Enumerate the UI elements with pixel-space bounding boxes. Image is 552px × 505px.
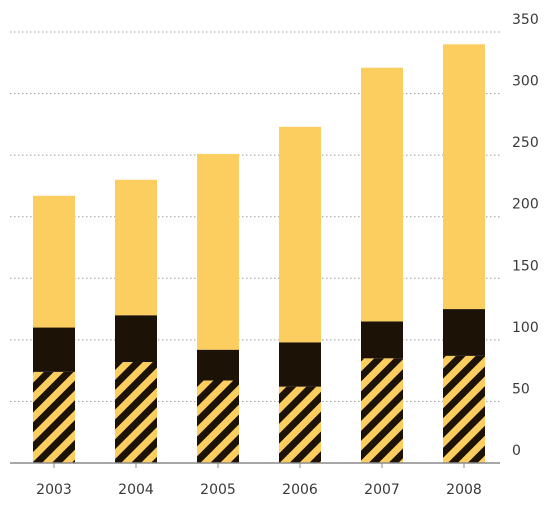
bar-segment <box>443 309 485 356</box>
bar-segment <box>197 349 239 381</box>
x-tick-label: 2007 <box>364 482 400 498</box>
bar-segment <box>361 67 403 322</box>
x-tick-label: 2008 <box>446 482 482 498</box>
bar-segment <box>443 355 485 463</box>
bar-segment <box>33 371 75 463</box>
bar-segment <box>33 327 75 372</box>
x-tick-label: 2006 <box>282 482 318 498</box>
x-tick-label: 2004 <box>118 482 154 498</box>
bars <box>33 44 485 463</box>
y-tick-label: 0 <box>512 443 521 459</box>
y-tick-label: 150 <box>512 258 539 274</box>
gridlines <box>10 31 500 402</box>
bar-segment <box>361 321 403 359</box>
bar-segment <box>361 358 403 463</box>
bar-segment <box>197 380 239 463</box>
bar-segment <box>115 179 157 316</box>
bar-segment <box>443 44 485 310</box>
bar-segment <box>197 153 239 350</box>
bar-segment <box>279 126 321 343</box>
y-tick-label: 250 <box>512 135 539 151</box>
bar-segment <box>115 315 157 363</box>
axes: 0 50 100 150 200 250 300 350 2003 2004 2005 2006 200… <box>10 12 539 498</box>
y-tick-label: 350 <box>512 12 539 28</box>
y-tick-label: 100 <box>512 320 539 336</box>
bar-segment <box>33 195 75 328</box>
bar-segment <box>115 362 157 463</box>
bar-segment <box>279 342 321 387</box>
y-tick-label: 200 <box>512 197 539 213</box>
y-tick-label: 300 <box>512 74 539 90</box>
x-tick-label: 2003 <box>36 482 72 498</box>
x-tick-label: 2005 <box>200 482 236 498</box>
y-tick-label: 50 <box>512 381 530 397</box>
bar-segment <box>279 386 321 463</box>
